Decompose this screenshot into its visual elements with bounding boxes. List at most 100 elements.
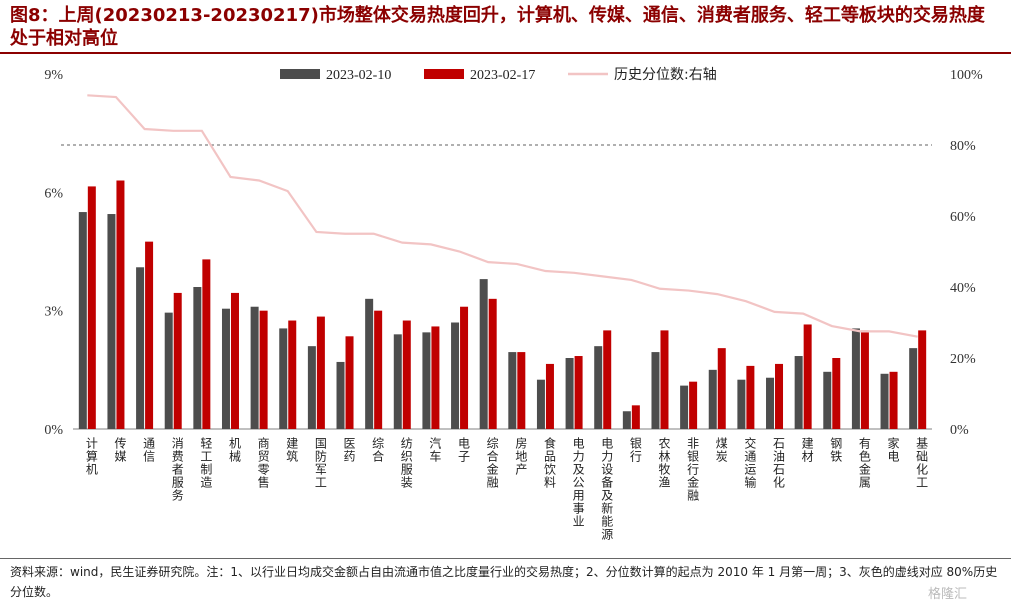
- bar-2023-02-17: [202, 259, 211, 429]
- category-label: 计算机: [84, 437, 98, 476]
- bar-2023-02-10: [794, 356, 803, 429]
- bar-2023-02-17: [259, 310, 268, 429]
- category-label: 商贸零售: [256, 436, 270, 489]
- bar-2023-02-17: [288, 320, 297, 429]
- category-label: 综合金融: [485, 437, 499, 489]
- bar-2023-02-10: [136, 267, 145, 429]
- category-label: 电力及公用事业: [571, 437, 585, 528]
- bar-2023-02-17: [545, 363, 554, 429]
- category-label: 家电: [886, 436, 900, 463]
- bar-2023-02-10: [594, 346, 603, 429]
- category-label: 煤炭: [714, 437, 728, 463]
- bar-2023-02-10: [78, 212, 87, 429]
- category-label: 电力设备及新能源: [600, 437, 614, 541]
- category-label: 综合: [371, 437, 385, 463]
- chart-title: 图8：上周(20230213-20230217)市场整体交易热度回升，计算机、传…: [10, 5, 985, 49]
- bar-2023-02-10: [737, 379, 746, 429]
- category-label: 国防军工: [313, 437, 327, 489]
- bar-2023-02-17: [746, 365, 755, 429]
- bar-2023-02-17: [660, 330, 669, 429]
- bar-2023-02-17: [145, 241, 154, 429]
- legend-label-2023-02-17: 2023-02-17: [470, 68, 535, 83]
- category-label: 基础化工: [915, 437, 929, 489]
- category-label: 石油石化: [772, 437, 786, 489]
- category-label: 通信: [142, 437, 156, 463]
- category-label: 建筑: [285, 437, 299, 463]
- chart-legend: 2023-02-10 2023-02-17 历史分位数:右轴: [280, 67, 717, 83]
- bar-2023-02-17: [374, 310, 383, 429]
- y-left-tick-label: 0%: [44, 423, 63, 438]
- bar-line-chart: 0% 3% 6% 9% 0% 20% 40% 60% 80% 100% 计算机 传媒 通信 消费者服务 轻…: [44, 67, 983, 541]
- bar-2023-02-17: [832, 358, 841, 429]
- category-label: 消费者服务: [170, 437, 184, 502]
- bar-2023-02-17: [488, 298, 497, 429]
- bar-2023-02-10: [536, 379, 545, 429]
- y-right-tick-label: 60%: [950, 210, 976, 225]
- bar-2023-02-17: [603, 330, 612, 429]
- bar-2023-02-10: [766, 377, 775, 429]
- bar-2023-02-10: [279, 328, 288, 429]
- bar-2023-02-10: [164, 312, 173, 429]
- bar-2023-02-10: [565, 358, 574, 429]
- bar-2023-02-17: [345, 336, 354, 429]
- bar-2023-02-10: [680, 385, 689, 429]
- chart-bars: [78, 180, 927, 429]
- bar-2023-02-10: [909, 348, 918, 429]
- y-right-tick-label: 20%: [950, 352, 976, 367]
- y-right-tick-label: 0%: [950, 423, 969, 438]
- y-right-tick-label: 40%: [950, 281, 976, 296]
- bar-2023-02-10: [107, 214, 116, 429]
- category-label: 有色金属: [857, 437, 871, 489]
- bar-2023-02-10: [193, 287, 202, 429]
- category-label: 汽车: [428, 436, 442, 463]
- y-left-tick-label: 6%: [44, 186, 63, 201]
- bar-2023-02-17: [431, 326, 440, 429]
- bar-2023-02-17: [631, 405, 640, 429]
- bar-2023-02-10: [221, 308, 230, 429]
- category-label: 银行: [628, 437, 642, 463]
- bar-2023-02-17: [116, 180, 125, 429]
- bar-2023-02-10: [851, 328, 860, 429]
- title-divider: [0, 52, 1011, 54]
- bar-2023-02-17: [717, 348, 726, 429]
- bar-2023-02-17: [775, 363, 784, 429]
- y-right-tick-label: 100%: [950, 68, 983, 83]
- bar-2023-02-10: [508, 352, 517, 429]
- percentile-line: [87, 94, 918, 338]
- bar-2023-02-17: [574, 356, 583, 429]
- category-label: 传媒: [113, 436, 127, 463]
- bar-2023-02-10: [451, 322, 460, 429]
- category-label: 钢铁: [829, 437, 843, 463]
- category-label: 建材: [800, 437, 814, 463]
- category-label: 农林牧渔: [657, 437, 671, 489]
- bar-2023-02-17: [230, 292, 239, 429]
- legend-swatch-2023-02-10: [280, 69, 320, 79]
- bar-2023-02-10: [708, 369, 717, 429]
- bar-2023-02-17: [889, 371, 898, 429]
- category-label: 纺织服装: [399, 437, 413, 489]
- watermark: 格隆汇: [928, 587, 968, 602]
- category-label: 轻工制造: [199, 437, 213, 489]
- category-label: 电子: [457, 437, 471, 463]
- chart-lines: [87, 94, 918, 338]
- legend-swatch-2023-02-17: [424, 69, 464, 79]
- category-label: 机械: [227, 437, 241, 463]
- category-label: 交通运输: [743, 436, 757, 489]
- bar-2023-02-17: [460, 306, 469, 429]
- bar-2023-02-10: [823, 371, 832, 429]
- y-right-tick-label: 80%: [950, 139, 976, 154]
- bar-2023-02-17: [173, 292, 182, 429]
- bar-2023-02-10: [422, 332, 431, 429]
- legend-label-percentile: 历史分位数:右轴: [614, 67, 717, 83]
- bar-2023-02-10: [365, 298, 374, 429]
- category-label: 非银行金融: [686, 437, 700, 502]
- category-label: 医药: [342, 437, 356, 463]
- y-left-tick-label: 3%: [44, 305, 63, 320]
- bar-2023-02-17: [402, 320, 411, 429]
- bar-2023-02-10: [393, 334, 402, 429]
- bar-2023-02-17: [316, 316, 325, 429]
- bar-2023-02-10: [622, 411, 631, 429]
- bar-2023-02-10: [479, 279, 488, 429]
- bar-2023-02-17: [803, 324, 812, 429]
- bar-2023-02-17: [860, 330, 869, 429]
